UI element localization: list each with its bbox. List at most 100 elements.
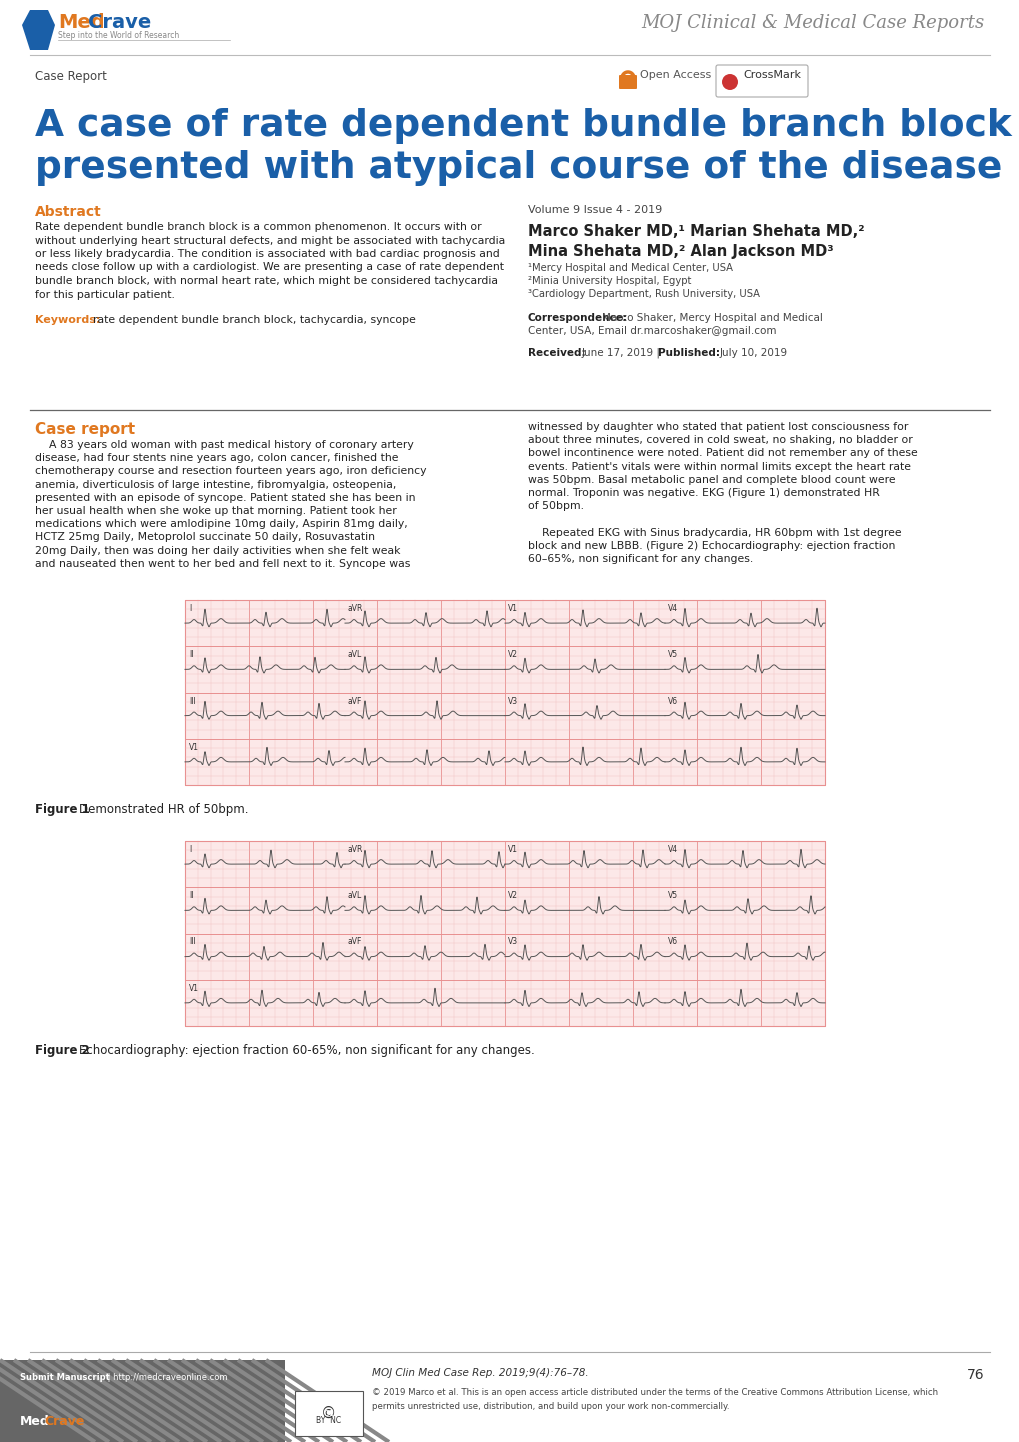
Text: about three minutes, covered in cold sweat, no shaking, no bladder or: about three minutes, covered in cold swe… bbox=[528, 435, 912, 446]
Text: 20mg Daily, then was doing her daily activities when she felt weak: 20mg Daily, then was doing her daily act… bbox=[35, 545, 400, 555]
Text: Mina Shehata MD,² Alan Jackson MD³: Mina Shehata MD,² Alan Jackson MD³ bbox=[528, 244, 833, 260]
Text: Published:: Published: bbox=[657, 348, 719, 358]
Text: Keywords:: Keywords: bbox=[35, 314, 100, 324]
Text: rate dependent bundle branch block, tachycardia, syncope: rate dependent bundle branch block, tach… bbox=[93, 314, 416, 324]
Text: her usual health when she woke up that morning. Patient took her: her usual health when she woke up that m… bbox=[35, 506, 396, 516]
FancyBboxPatch shape bbox=[619, 75, 637, 89]
Text: chemotherapy course and resection fourteen years ago, iron deficiency: chemotherapy course and resection fourte… bbox=[35, 466, 426, 476]
Text: Step into the World of Research: Step into the World of Research bbox=[58, 30, 179, 40]
Text: Case report: Case report bbox=[35, 423, 135, 437]
Text: V5: V5 bbox=[667, 650, 678, 659]
Text: II: II bbox=[189, 891, 194, 900]
Text: permits unrestricted use, distribution, and build upon your work non-commerciall: permits unrestricted use, distribution, … bbox=[372, 1402, 729, 1412]
Text: medications which were amlodipine 10mg daily, Aspirin 81mg daily,: medications which were amlodipine 10mg d… bbox=[35, 519, 408, 529]
Text: aVL: aVL bbox=[347, 891, 362, 900]
Text: Case Report: Case Report bbox=[35, 71, 107, 84]
Text: V1: V1 bbox=[189, 743, 199, 751]
Text: BY  NC: BY NC bbox=[316, 1416, 340, 1425]
Text: aVL: aVL bbox=[347, 650, 362, 659]
Bar bbox=[0, 1360, 284, 1442]
FancyBboxPatch shape bbox=[715, 65, 807, 97]
Bar bbox=[184, 600, 824, 784]
Text: 60–65%, non significant for any changes.: 60–65%, non significant for any changes. bbox=[528, 554, 752, 564]
Text: Volume 9 Issue 4 - 2019: Volume 9 Issue 4 - 2019 bbox=[528, 205, 661, 215]
Text: presented with atypical course of the disease: presented with atypical course of the di… bbox=[35, 150, 1002, 186]
Text: without underlying heart structural defects, and might be associated with tachyc: without underlying heart structural defe… bbox=[35, 235, 504, 245]
Text: V6: V6 bbox=[667, 937, 678, 946]
Text: Repeated EKG with Sinus bradycardia, HR 60bpm with 1st degree: Repeated EKG with Sinus bradycardia, HR … bbox=[528, 528, 901, 538]
Text: and nauseated then went to her bed and fell next to it. Syncope was: and nauseated then went to her bed and f… bbox=[35, 559, 410, 568]
Text: bowel incontinence were noted. Patient did not remember any of these: bowel incontinence were noted. Patient d… bbox=[528, 448, 917, 459]
Text: anemia, diverticulosis of large intestine, fibromyalgia, osteopenia,: anemia, diverticulosis of large intestin… bbox=[35, 480, 396, 490]
Text: events. Patient's vitals were within normal limits except the heart rate: events. Patient's vitals were within nor… bbox=[528, 461, 910, 472]
Text: ©: © bbox=[321, 1406, 336, 1420]
Text: needs close follow up with a cardiologist. We are presenting a case of rate depe: needs close follow up with a cardiologis… bbox=[35, 262, 503, 273]
Text: V4: V4 bbox=[667, 845, 678, 854]
Text: presented with an episode of syncope. Patient stated she has been in: presented with an episode of syncope. Pa… bbox=[35, 493, 415, 503]
Text: V1: V1 bbox=[507, 845, 518, 854]
Text: V6: V6 bbox=[667, 696, 678, 705]
Text: bundle branch block, with normal heart rate, which might be considered tachycard: bundle branch block, with normal heart r… bbox=[35, 275, 497, 286]
Text: Echocardiography: ejection fraction 60-65%, non significant for any changes.: Echocardiography: ejection fraction 60-6… bbox=[78, 1044, 534, 1057]
Text: V2: V2 bbox=[507, 650, 518, 659]
Text: II: II bbox=[189, 650, 194, 659]
Bar bbox=[184, 841, 824, 1027]
Text: Center, USA, Email dr.marcoshaker@gmail.com: Center, USA, Email dr.marcoshaker@gmail.… bbox=[528, 326, 775, 336]
Text: aVF: aVF bbox=[347, 937, 362, 946]
Text: HCTZ 25mg Daily, Metoprolol succinate 50 daily, Rosuvastatin: HCTZ 25mg Daily, Metoprolol succinate 50… bbox=[35, 532, 375, 542]
Text: Med: Med bbox=[20, 1415, 50, 1428]
Bar bbox=[294, 1392, 363, 1436]
Text: Marco Shaker, Mercy Hospital and Medical: Marco Shaker, Mercy Hospital and Medical bbox=[601, 313, 822, 323]
Text: Crave: Crave bbox=[88, 13, 151, 32]
Text: III: III bbox=[189, 696, 196, 705]
Text: June 17, 2019 |: June 17, 2019 | bbox=[582, 348, 663, 359]
Text: disease, had four stents nine years ago, colon cancer, finished the: disease, had four stents nine years ago,… bbox=[35, 453, 398, 463]
Text: V1: V1 bbox=[189, 983, 199, 992]
Text: V1: V1 bbox=[507, 604, 518, 613]
Text: Figure 1: Figure 1 bbox=[35, 803, 90, 816]
Text: Open Access: Open Access bbox=[639, 71, 710, 79]
Text: V5: V5 bbox=[667, 891, 678, 900]
Text: 76: 76 bbox=[966, 1368, 984, 1381]
Text: © 2019 Marco et al. This is an open access article distributed under the terms o: © 2019 Marco et al. This is an open acce… bbox=[372, 1389, 937, 1397]
Text: or less likely bradycardia. The condition is associated with bad cardiac prognos: or less likely bradycardia. The conditio… bbox=[35, 249, 499, 260]
Text: V3: V3 bbox=[507, 696, 518, 705]
Text: of 50bpm.: of 50bpm. bbox=[528, 502, 584, 512]
Text: I: I bbox=[189, 845, 192, 854]
Text: aVR: aVR bbox=[347, 604, 363, 613]
Polygon shape bbox=[22, 10, 55, 50]
Text: Crave: Crave bbox=[44, 1415, 85, 1428]
Text: V2: V2 bbox=[507, 891, 518, 900]
Text: witnessed by daughter who stated that patient lost consciousness for: witnessed by daughter who stated that pa… bbox=[528, 423, 908, 433]
Text: aVR: aVR bbox=[347, 845, 363, 854]
Text: for this particular patient.: for this particular patient. bbox=[35, 290, 174, 300]
Text: Demonstrated HR of 50bpm.: Demonstrated HR of 50bpm. bbox=[78, 803, 249, 816]
Text: V4: V4 bbox=[667, 604, 678, 613]
Text: A case of rate dependent bundle branch block: A case of rate dependent bundle branch b… bbox=[35, 108, 1011, 144]
Text: Abstract: Abstract bbox=[35, 205, 102, 219]
Text: CrossMark: CrossMark bbox=[742, 71, 800, 79]
Text: cc: cc bbox=[323, 1407, 334, 1417]
Circle shape bbox=[721, 74, 738, 89]
Text: ¹Mercy Hospital and Medical Center, USA: ¹Mercy Hospital and Medical Center, USA bbox=[528, 262, 733, 273]
Text: Med: Med bbox=[58, 13, 105, 32]
Text: Marco Shaker MD,¹ Marian Shehata MD,²: Marco Shaker MD,¹ Marian Shehata MD,² bbox=[528, 224, 864, 239]
Text: was 50bpm. Basal metabolic panel and complete blood count were: was 50bpm. Basal metabolic panel and com… bbox=[528, 474, 895, 485]
Text: July 10, 2019: July 10, 2019 bbox=[719, 348, 788, 358]
Text: MOJ Clin Med Case Rep. 2019;9(4):76–78.: MOJ Clin Med Case Rep. 2019;9(4):76–78. bbox=[372, 1368, 588, 1379]
Text: ²Minia University Hospital, Egypt: ²Minia University Hospital, Egypt bbox=[528, 275, 691, 286]
Text: Figure 2: Figure 2 bbox=[35, 1044, 90, 1057]
Text: block and new LBBB. (Figure 2) Echocardiography: ejection fraction: block and new LBBB. (Figure 2) Echocardi… bbox=[528, 541, 895, 551]
Text: normal. Troponin was negative. EKG (Figure 1) demonstrated HR: normal. Troponin was negative. EKG (Figu… bbox=[528, 487, 879, 497]
Text: aVF: aVF bbox=[347, 696, 362, 705]
Text: A 83 years old woman with past medical history of coronary artery: A 83 years old woman with past medical h… bbox=[35, 440, 414, 450]
Text: Rate dependent bundle branch block is a common phenomenon. It occurs with or: Rate dependent bundle branch block is a … bbox=[35, 222, 481, 232]
Text: I: I bbox=[189, 604, 192, 613]
Text: | http://medcraveonline.com: | http://medcraveonline.com bbox=[105, 1373, 227, 1381]
Text: ³Cardiology Department, Rush University, USA: ³Cardiology Department, Rush University,… bbox=[528, 288, 759, 298]
Text: MOJ Clinical & Medical Case Reports: MOJ Clinical & Medical Case Reports bbox=[641, 14, 984, 32]
Text: III: III bbox=[189, 937, 196, 946]
Text: Correspondence:: Correspondence: bbox=[528, 313, 628, 323]
Text: Received:: Received: bbox=[528, 348, 585, 358]
Text: V3: V3 bbox=[507, 937, 518, 946]
